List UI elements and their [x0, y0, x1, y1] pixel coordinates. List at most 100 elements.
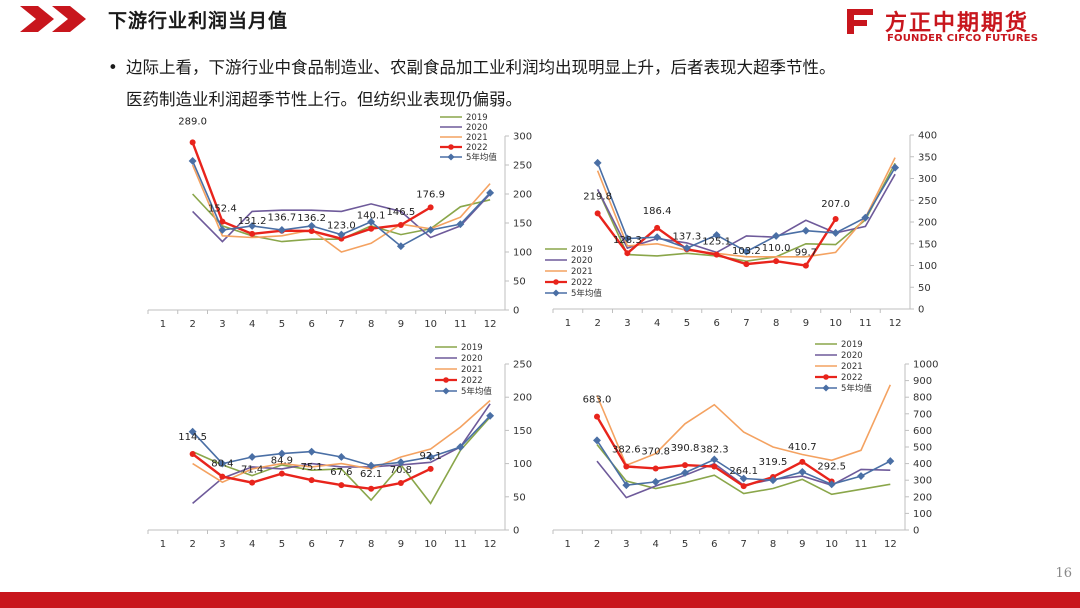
data-point	[249, 479, 256, 486]
data-label: 70.8	[390, 465, 412, 476]
legend-label: 2020	[571, 256, 593, 266]
x-tick-label: 8	[368, 539, 374, 550]
x-tick-label: 7	[740, 539, 746, 550]
legend-label: 2019	[461, 343, 483, 353]
data-point	[886, 457, 895, 466]
x-tick-label: 12	[889, 318, 902, 329]
data-point	[593, 436, 601, 445]
y-tick-label: 250	[918, 196, 937, 207]
x-tick-label: 1	[565, 318, 571, 329]
data-label: 137.3	[673, 231, 702, 242]
x-tick-label: 1	[160, 539, 166, 550]
data-label: 390.8	[671, 443, 700, 454]
data-label: 219.8	[583, 191, 612, 202]
legend-label: 2020	[841, 351, 863, 361]
x-tick-label: 3	[219, 319, 225, 330]
data-point	[799, 458, 806, 465]
y-tick-label: 0	[918, 305, 924, 316]
data-point	[188, 427, 197, 436]
y-tick-label: 500	[913, 443, 932, 454]
data-label: 289.0	[178, 116, 207, 127]
x-tick-label: 10	[424, 539, 437, 550]
data-point	[740, 483, 747, 490]
legend-marker	[552, 289, 560, 297]
logo-text-cn: 方正中期期货	[885, 11, 1030, 36]
legend-marker	[442, 387, 450, 395]
data-label: 382.3	[700, 445, 729, 456]
y-tick-label: 400	[913, 459, 932, 470]
y-tick-label: 100	[913, 509, 932, 520]
x-tick-label: 10	[424, 319, 437, 330]
data-label: 319.5	[759, 457, 788, 468]
x-tick-label: 4	[249, 539, 255, 550]
y-tick-label: 100	[513, 248, 532, 259]
data-label: 410.7	[788, 442, 817, 453]
y-tick-label: 0	[513, 306, 519, 317]
x-tick-label: 11	[859, 318, 872, 329]
y-tick-label: 900	[913, 376, 932, 387]
y-tick-label: 50	[513, 492, 526, 503]
chart-bottom-left: 1 2 3 4 5 6 7 8 9 10 11 12050100150200250114.580.47…	[147, 343, 532, 550]
x-tick-label: 7	[338, 539, 344, 550]
data-point	[624, 250, 631, 257]
y-tick-label: 200	[513, 190, 532, 201]
data-label: 292.5	[817, 461, 846, 472]
x-tick-label: 1	[564, 539, 570, 550]
legend-label: 2021	[571, 267, 593, 277]
data-label: 152.4	[208, 204, 237, 215]
y-tick-label: 100	[918, 261, 937, 272]
data-point	[219, 473, 226, 480]
data-point	[397, 479, 404, 486]
header-bar: 下游行业利润当月值	[0, 0, 1080, 38]
data-point	[337, 453, 346, 461]
y-tick-label: 0	[513, 526, 519, 537]
chevron-right-icon	[52, 6, 86, 32]
x-tick-label: 3	[624, 318, 630, 329]
legend-label: 2021	[461, 365, 483, 375]
x-tick-label: 3	[219, 539, 225, 550]
y-tick-label: 600	[913, 426, 932, 437]
series-line-1	[192, 193, 491, 243]
data-label: 186.4	[643, 206, 672, 217]
y-tick-label: 1000	[913, 360, 938, 371]
data-point	[654, 224, 661, 231]
x-tick-label: 10	[825, 539, 838, 550]
x-tick-label: 4	[654, 318, 660, 329]
data-point	[798, 467, 807, 476]
x-tick-label: 8	[368, 319, 374, 330]
data-point	[739, 474, 748, 483]
legend-label: 2022	[571, 278, 593, 288]
page-number: 16	[1055, 566, 1072, 581]
x-tick-label: 4	[652, 539, 658, 550]
data-point	[278, 470, 285, 477]
x-tick-label: 5	[682, 539, 688, 550]
data-label: 75.1	[300, 462, 322, 473]
x-tick-label: 2	[189, 319, 195, 330]
y-tick-label: 50	[918, 283, 931, 294]
data-label: 264.1	[729, 466, 758, 477]
data-point	[832, 215, 839, 222]
data-point	[248, 453, 257, 461]
data-point	[710, 455, 719, 464]
data-point	[219, 218, 226, 225]
y-tick-label: 800	[913, 393, 932, 404]
series-line-2	[596, 384, 892, 467]
data-point	[593, 158, 602, 167]
legend-label: 2022	[841, 373, 863, 383]
data-label: 103.2	[732, 246, 761, 257]
data-label: 140.1	[357, 211, 386, 222]
data-label: 207.0	[821, 199, 850, 210]
x-tick-label: 3	[623, 539, 629, 550]
data-point	[368, 225, 375, 232]
legend-marker	[448, 144, 454, 150]
data-point	[713, 251, 720, 258]
legend-label: 2019	[841, 340, 863, 350]
x-tick-label: 6	[308, 539, 314, 550]
data-label: 92.1	[419, 451, 441, 462]
series-line-0	[596, 443, 891, 496]
series-line-2	[191, 164, 491, 253]
y-tick-label: 200	[918, 218, 937, 229]
data-point	[367, 461, 376, 470]
x-tick-label: 4	[249, 319, 255, 330]
